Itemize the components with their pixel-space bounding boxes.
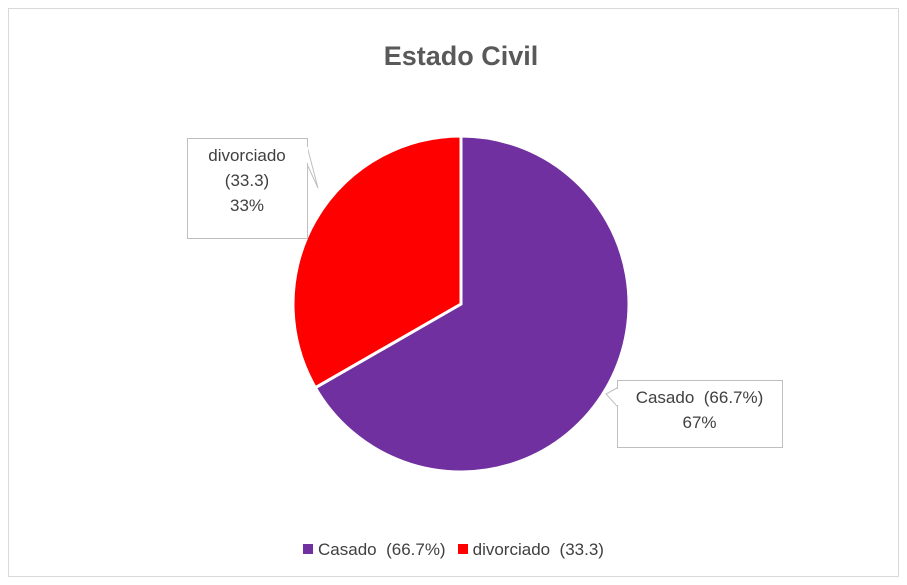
- chart-title: Estado Civil: [384, 41, 539, 71]
- legend-item: divorciado (33.3): [457, 540, 604, 560]
- callout-cover: [306, 147, 308, 163]
- data-label-category: divorciado (33.3): [208, 146, 296, 190]
- data-label: divorciado (33.3) 33%: [191, 143, 303, 218]
- data-label: Casado (66.7%) 67%: [621, 385, 778, 435]
- callout-box: [617, 380, 783, 448]
- pie-slice: [291, 134, 463, 390]
- legend-swatch: [303, 544, 314, 554]
- legend-label: divorciado (33.3): [472, 540, 604, 559]
- pie-slice: [313, 134, 631, 474]
- data-label-value: 67%: [682, 413, 717, 432]
- legend-label: Casado (66.7%): [318, 540, 446, 559]
- callout-cover: [616, 389, 618, 405]
- legend-item: Casado (66.7%): [303, 540, 446, 560]
- legend: Casado (66.7%) divorciado (33.3): [0, 540, 907, 560]
- legend-swatch: [457, 544, 468, 554]
- data-label-value: 33%: [229, 196, 265, 215]
- data-label-category: Casado (66.7%): [635, 388, 764, 407]
- callout-box: [187, 138, 308, 239]
